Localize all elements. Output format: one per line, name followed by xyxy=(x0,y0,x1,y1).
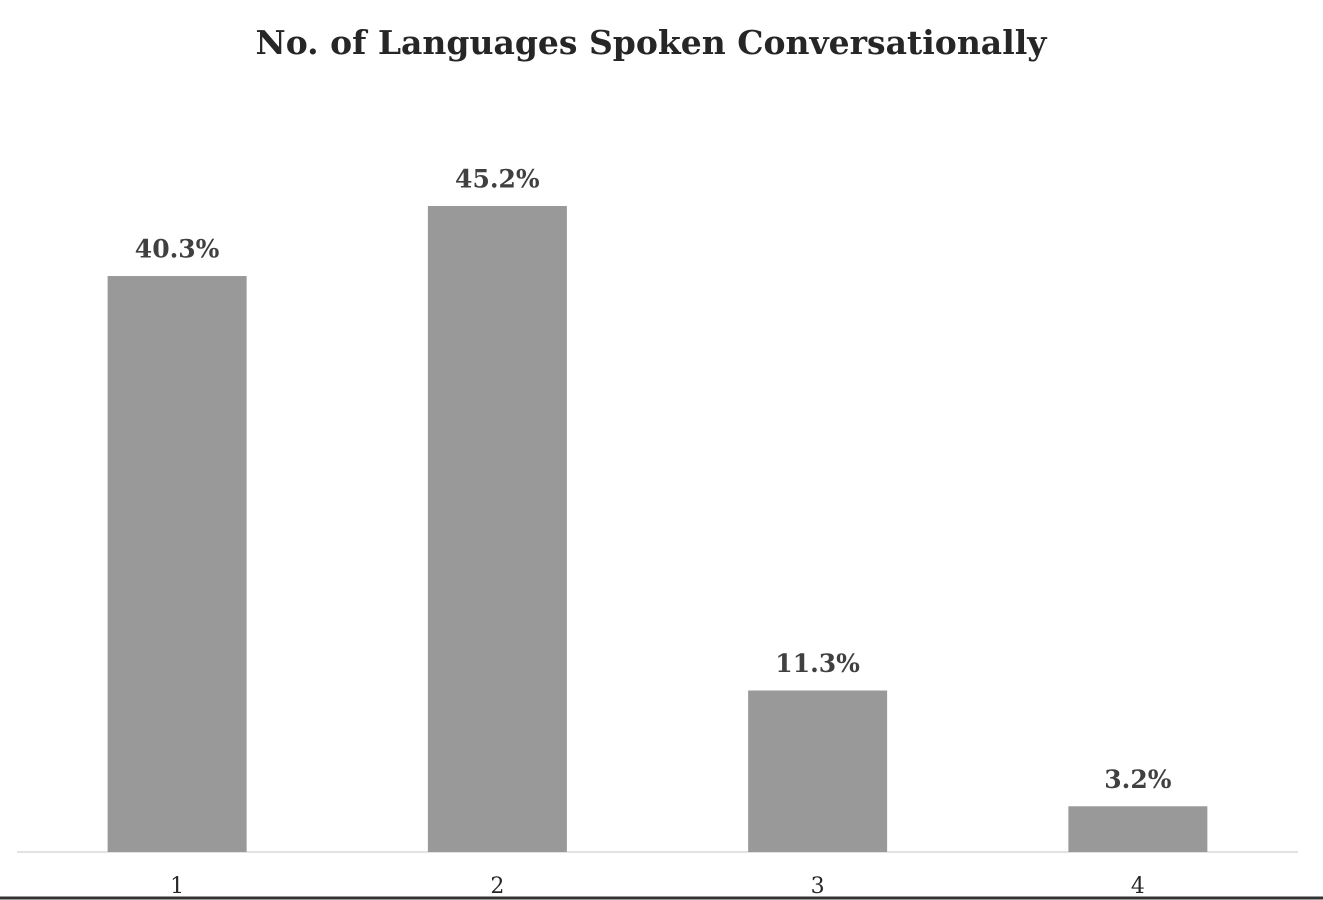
x-tick-label: 2 xyxy=(490,874,504,899)
x-tick-label: 1 xyxy=(170,874,184,899)
value-label: 45.2% xyxy=(455,165,540,194)
value-label: 40.3% xyxy=(135,235,220,264)
chart-title: No. of Languages Spoken Conversationally xyxy=(256,23,1048,62)
bar xyxy=(748,690,888,852)
value-label: 3.2% xyxy=(1104,765,1171,794)
value-label: 11.3% xyxy=(775,649,860,678)
bar xyxy=(1068,806,1208,852)
bar xyxy=(107,276,247,852)
x-tick-label: 3 xyxy=(811,874,825,899)
bar xyxy=(427,206,567,852)
x-tick-label: 4 xyxy=(1131,874,1145,899)
